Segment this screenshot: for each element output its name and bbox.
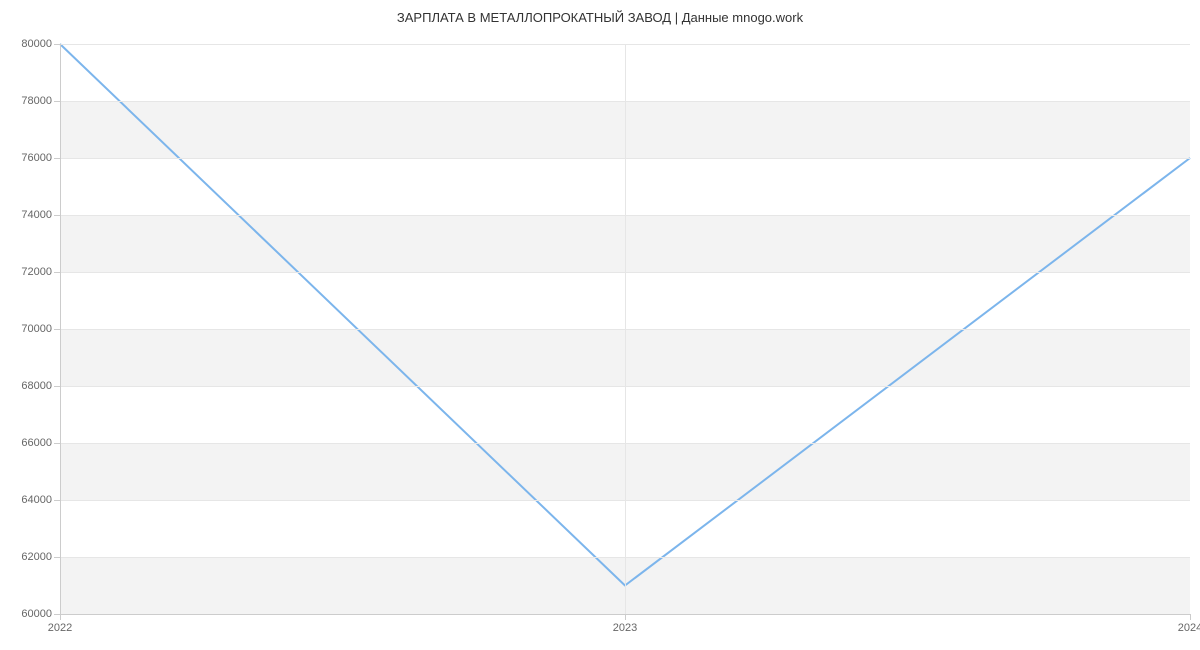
y-tick-label: 68000: [21, 380, 52, 392]
y-tick-label: 64000: [21, 494, 52, 506]
y-tick-label: 72000: [21, 266, 52, 278]
x-tick-label: 2023: [613, 622, 637, 634]
y-tick-label: 74000: [21, 209, 52, 221]
y-tick-label: 60000: [21, 608, 52, 620]
gridline-vertical: [625, 44, 626, 614]
y-tick-label: 66000: [21, 437, 52, 449]
x-tick-label: 2024: [1178, 622, 1200, 634]
y-tick-label: 70000: [21, 323, 52, 335]
plot-area: 6000062000640006600068000700007200074000…: [60, 44, 1190, 614]
y-tick-label: 62000: [21, 551, 52, 563]
chart-title: ЗАРПЛАТА В МЕТАЛЛОПРОКАТНЫЙ ЗАВОД | Данн…: [0, 10, 1200, 25]
y-tick-label: 80000: [21, 38, 52, 50]
x-tick-mark: [1190, 614, 1191, 620]
y-axis-line: [60, 44, 61, 614]
x-axis-line: [60, 614, 1190, 615]
y-tick-label: 78000: [21, 95, 52, 107]
chart-container: ЗАРПЛАТА В МЕТАЛЛОПРОКАТНЫЙ ЗАВОД | Данн…: [0, 0, 1200, 650]
x-tick-label: 2022: [48, 622, 72, 634]
y-tick-label: 76000: [21, 152, 52, 164]
